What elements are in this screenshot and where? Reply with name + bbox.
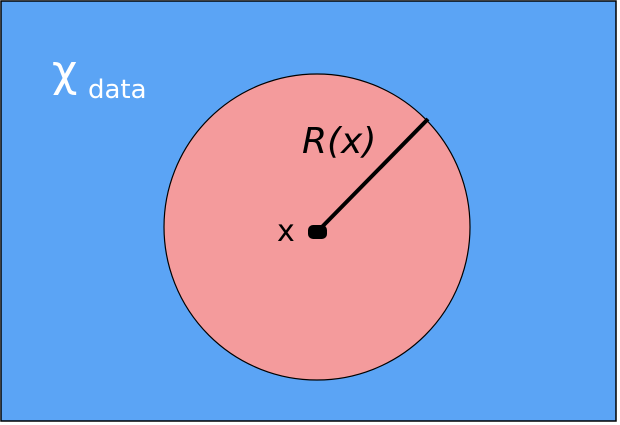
- space-label-symbol: χ: [52, 46, 77, 97]
- radius-label: R(x): [302, 121, 376, 162]
- center-label: x: [277, 214, 295, 249]
- center-point: [308, 225, 327, 239]
- space-label-subscript: data: [88, 75, 147, 105]
- radius-line: [315, 117, 430, 234]
